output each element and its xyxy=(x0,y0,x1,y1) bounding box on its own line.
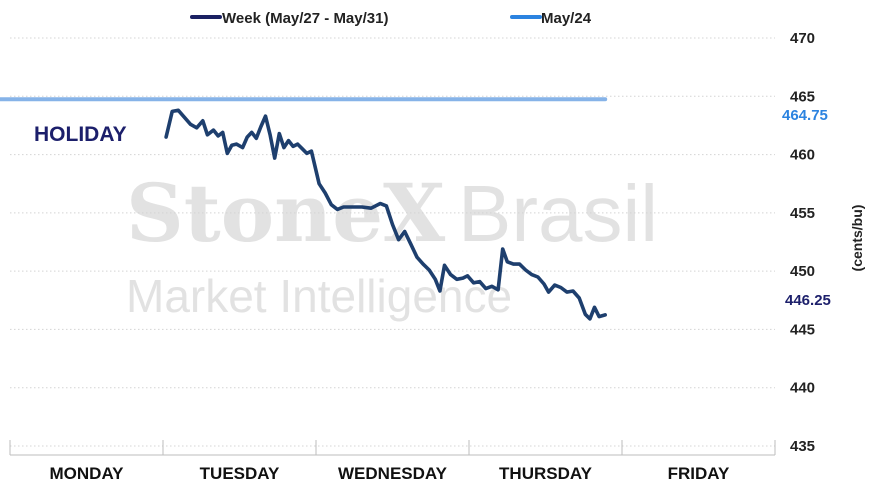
grid-lines xyxy=(10,37,775,447)
y-tick-label: 440 xyxy=(790,380,815,397)
legend: Week (May/27 - May/31) May/24 xyxy=(190,10,592,27)
x-tick-label: MONDAY xyxy=(50,464,125,483)
legend-label-may24: May/24 xyxy=(541,10,592,27)
y-axis-title: (cents/bu) xyxy=(849,205,865,272)
watermark-subtitle: Market Intelligence xyxy=(126,270,512,322)
y-tick-label: 445 xyxy=(790,321,815,338)
watermark-brand-suffix: Brasil xyxy=(458,169,658,258)
series-lines xyxy=(0,97,608,321)
x-tick-label: TUESDAY xyxy=(200,464,280,483)
y-tick-label: 450 xyxy=(790,263,815,280)
series-line-week xyxy=(164,108,607,321)
watermark: StoneX Brasil Market Intelligence xyxy=(126,166,658,322)
x-tick-label: WEDNESDAY xyxy=(338,464,448,483)
y-tick-label: 455 xyxy=(790,205,815,222)
reference-value-label: 464.75 xyxy=(782,107,828,124)
y-tick-label: 460 xyxy=(790,147,815,164)
y-tick-label: 470 xyxy=(790,30,815,47)
holiday-label: HOLIDAY xyxy=(34,123,127,146)
x-tick-label: THURSDAY xyxy=(499,464,593,483)
y-axis-ticks: 435 440 445 450 455 460 465 470 xyxy=(790,30,815,455)
y-tick-label: 465 xyxy=(790,88,815,105)
last-value-label: 446.25 xyxy=(785,292,831,309)
x-axis: MONDAY TUESDAY WEDNESDAY THURSDAY FRIDAY xyxy=(9,440,776,483)
watermark-brand: StoneX xyxy=(126,166,445,260)
legend-label-week: Week (May/27 - May/31) xyxy=(222,10,388,27)
y-tick-label: 435 xyxy=(790,438,815,455)
x-tick-label: FRIDAY xyxy=(668,464,730,483)
